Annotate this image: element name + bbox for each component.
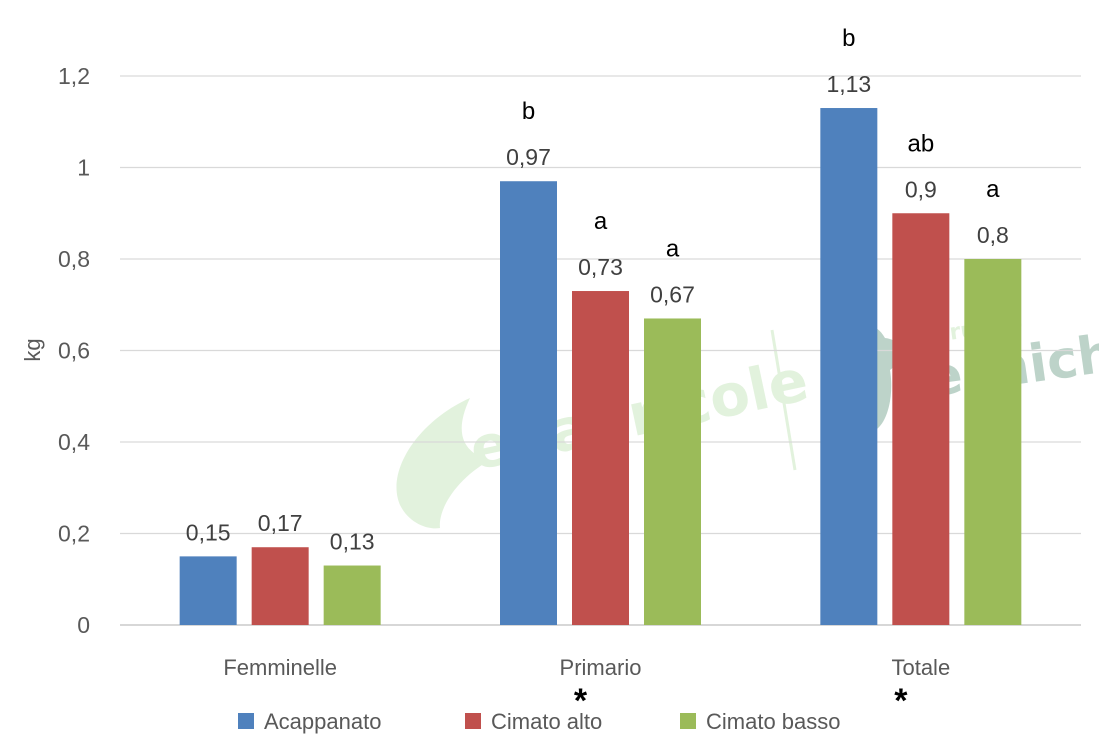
- data-labels: 0,15 0,17 0,13 0,97 b 0,73 a 0,67 a 1,13 b 0,9 ab 0,8…: [186, 25, 1009, 555]
- significance-asterisk: *: [574, 682, 588, 720]
- bar-acappanato: [179, 556, 237, 625]
- bar-cimato-alto: [892, 213, 950, 625]
- significance-letter: b: [522, 98, 535, 125]
- watermark-divider: [770, 329, 797, 471]
- x-tick-label: Primario: [560, 655, 642, 680]
- bars: [179, 108, 1022, 625]
- y-tick-label: 1: [77, 155, 90, 181]
- significance-letter: b: [842, 25, 855, 52]
- legend-swatch: [238, 713, 254, 729]
- bar-cimato-alto: [251, 547, 309, 625]
- data-label: 0,15: [186, 519, 231, 545]
- significance-asterisk: *: [894, 682, 908, 720]
- bar-cimato-basso: [644, 318, 701, 625]
- bar-cimato-basso: [323, 565, 381, 625]
- x-tick-label: Femminelle: [223, 655, 337, 680]
- leaf-logo-icon: [396, 398, 490, 529]
- bar-acappanato: [820, 108, 878, 625]
- y-axis-label: kg: [20, 338, 45, 361]
- data-label: 0,9: [905, 176, 937, 202]
- y-tick-label: 0: [77, 612, 90, 638]
- data-label: 0,8: [977, 222, 1009, 248]
- legend-label: Cimato alto: [491, 709, 602, 734]
- y-axis: 0 0,2 0,4 0,6 0,8 1 1,2: [58, 63, 90, 638]
- bar-acappanato: [500, 181, 557, 625]
- y-tick-label: 0,2: [58, 521, 90, 547]
- significance-letter: a: [594, 208, 608, 235]
- data-label: 1,13: [826, 71, 871, 97]
- y-tick-label: 1,2: [58, 63, 90, 89]
- legend: Acappanato Cimato alto Cimato basso: [238, 709, 841, 734]
- significance-letter: a: [666, 235, 680, 262]
- data-label: 0,97: [506, 144, 551, 170]
- y-tick-label: 0,8: [58, 246, 90, 272]
- x-axis: Femminelle Primario*Totale*: [223, 655, 950, 720]
- y-tick-label: 0,6: [58, 338, 90, 364]
- legend-swatch: [680, 713, 696, 729]
- data-label: 0,67: [650, 281, 695, 307]
- legend-swatch: [465, 713, 481, 729]
- y-tick-label: 0,4: [58, 429, 90, 455]
- legend-label: Acappanato: [264, 709, 381, 734]
- data-label: 0,73: [578, 254, 623, 280]
- bar-cimato-alto: [572, 291, 629, 625]
- significance-letter: ab: [907, 130, 934, 157]
- bar-cimato-basso: [964, 259, 1022, 625]
- legend-label: Cimato basso: [706, 709, 841, 734]
- data-label: 0,17: [258, 510, 303, 536]
- data-label: 0,13: [330, 529, 375, 555]
- significance-letter: a: [986, 176, 1000, 203]
- x-tick-label: Totale: [891, 655, 950, 680]
